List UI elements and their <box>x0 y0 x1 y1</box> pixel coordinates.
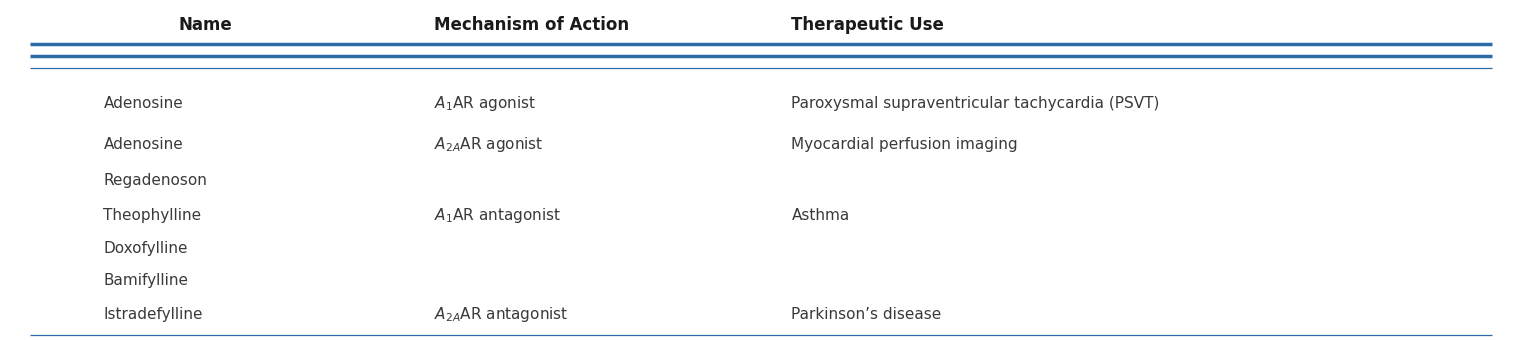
Text: Doxofylline: Doxofylline <box>103 241 189 256</box>
Text: Name: Name <box>178 17 233 34</box>
Text: Adenosine: Adenosine <box>103 137 183 152</box>
Text: Adenosine: Adenosine <box>103 96 183 111</box>
Text: $A_1$AR agonist: $A_1$AR agonist <box>434 94 536 113</box>
Text: $A_{2A}$AR antagonist: $A_{2A}$AR antagonist <box>434 305 568 324</box>
Text: Bamifylline: Bamifylline <box>103 273 189 288</box>
Text: Regadenoson: Regadenoson <box>103 173 207 188</box>
Text: $A_{2A}$AR agonist: $A_{2A}$AR agonist <box>434 135 543 154</box>
Text: $A_1$AR antagonist: $A_1$AR antagonist <box>434 206 562 225</box>
Text: Paroxysmal supraventricular tachycardia (PSVT): Paroxysmal supraventricular tachycardia … <box>791 96 1160 111</box>
Text: Myocardial perfusion imaging: Myocardial perfusion imaging <box>791 137 1018 152</box>
Text: Istradefylline: Istradefylline <box>103 307 202 322</box>
Text: Asthma: Asthma <box>791 208 849 223</box>
Text: Parkinson’s disease: Parkinson’s disease <box>791 307 942 322</box>
Text: Theophylline: Theophylline <box>103 208 201 223</box>
Text: Therapeutic Use: Therapeutic Use <box>791 17 944 34</box>
Text: Mechanism of Action: Mechanism of Action <box>434 17 629 34</box>
